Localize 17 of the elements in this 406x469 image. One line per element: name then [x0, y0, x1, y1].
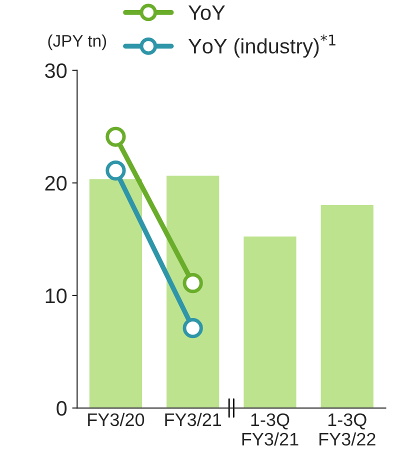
point — [182, 273, 203, 294]
x-tick-label: 1-3Q FY3/21 — [242, 413, 298, 446]
x-tick-label: 1-3Q FY3/22 — [320, 413, 376, 446]
bar — [242, 235, 298, 408]
y-tick-label: 20 — [45, 176, 67, 191]
y-tick-label: 0 — [56, 401, 67, 416]
y-tick-label: 30 — [45, 63, 67, 78]
bar — [319, 204, 375, 408]
x-tick-label: FY3/21 — [165, 412, 222, 426]
y-tick-label: 10 — [46, 288, 67, 304]
legend-label: YoY — [188, 5, 225, 20]
legend-label: YoY (industry)$^{*1}$ — [188, 34, 336, 58]
x-tick-label: FY3/20 — [88, 412, 144, 426]
point — [182, 318, 203, 338]
y-axis-title: (JPY tn) — [48, 34, 106, 50]
point — [106, 160, 126, 181]
point — [106, 126, 126, 147]
